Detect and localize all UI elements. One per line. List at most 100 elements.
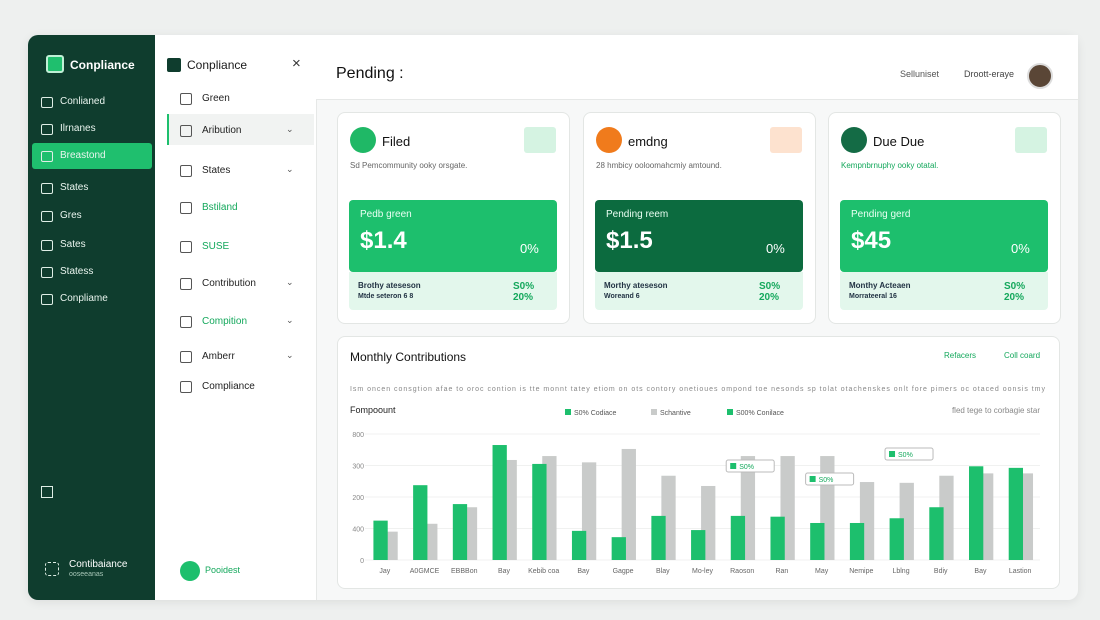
nav-icon bbox=[41, 97, 53, 108]
amount-box bbox=[840, 200, 1048, 272]
nav-icon bbox=[41, 267, 53, 278]
bar bbox=[730, 515, 746, 560]
page-title: Pending : bbox=[336, 65, 404, 82]
close[interactable]: × bbox=[292, 55, 301, 72]
subnav-item[interactable]: Compition bbox=[202, 316, 248, 327]
card-icon bbox=[350, 127, 376, 153]
bar bbox=[849, 522, 865, 560]
card-subtitle: Kempnbrnuphy ooky otatal. bbox=[841, 161, 939, 170]
foot-value: 20% bbox=[1004, 292, 1025, 303]
annotation: S0% bbox=[739, 464, 754, 471]
nav-item[interactable]: Sates bbox=[60, 239, 86, 250]
subnav-item[interactable]: Green bbox=[202, 93, 230, 104]
bar bbox=[571, 530, 587, 560]
x-tick-label: Raoson bbox=[730, 568, 754, 575]
foot-value: 20% bbox=[759, 292, 780, 303]
subnav-item[interactable]: States bbox=[202, 165, 231, 176]
y-tick-label: 0 bbox=[360, 558, 364, 565]
y-tick-label: 800 bbox=[352, 432, 364, 439]
x-tick-label: Blay bbox=[656, 568, 670, 575]
card-icon bbox=[596, 127, 622, 153]
subnav-icon bbox=[180, 351, 192, 363]
bar bbox=[1008, 467, 1024, 560]
card-badge bbox=[524, 127, 556, 153]
subnav-item[interactable]: Contribution bbox=[202, 278, 256, 289]
header-link[interactable]: Droott-eraye bbox=[964, 69, 1015, 79]
x-tick-label: EBBBon bbox=[451, 568, 478, 575]
nav-item[interactable]: Statess bbox=[60, 266, 94, 277]
x-tick-label: Bay bbox=[498, 568, 511, 575]
x-tick-label: Nemipe bbox=[849, 568, 873, 575]
amount: $45 bbox=[851, 227, 892, 254]
card-foot bbox=[840, 272, 1048, 310]
legend-label: Schantive bbox=[660, 410, 691, 417]
box-label: Pending reem bbox=[606, 209, 669, 220]
bar bbox=[452, 504, 468, 560]
subnav-icon bbox=[180, 241, 192, 253]
foot-value: S0% bbox=[759, 281, 781, 292]
bar bbox=[373, 520, 388, 560]
subnav-icon bbox=[167, 58, 181, 72]
subnav-item[interactable]: Amberr bbox=[202, 351, 235, 362]
legend-label: S0% Codiace bbox=[574, 410, 617, 417]
nav-item[interactable]: Conlianed bbox=[60, 96, 106, 107]
x-tick-label: Kebib coa bbox=[528, 568, 559, 575]
x-tick-label: Bay bbox=[577, 568, 590, 575]
x-tick-label: Mo-ley bbox=[692, 568, 714, 575]
nav-item[interactable]: Conpliame bbox=[60, 293, 108, 304]
nav-icon bbox=[41, 151, 53, 162]
card-subtitle: Sd Pemcommunity ooky orsgate. bbox=[350, 161, 468, 170]
x-tick-label: Lblng bbox=[892, 568, 909, 575]
legend-label: S00% Conilace bbox=[736, 410, 784, 417]
card-icon bbox=[841, 127, 867, 153]
foot-text: Brothy ateseson bbox=[358, 281, 421, 290]
card-badge bbox=[1015, 127, 1047, 153]
footer-sub: ooseeanas bbox=[69, 571, 104, 578]
bar bbox=[621, 448, 636, 560]
footer-icon bbox=[45, 562, 59, 576]
brand: Conpliance bbox=[70, 58, 135, 72]
amount: $1.5 bbox=[606, 227, 653, 254]
header-link[interactable]: Selluniset bbox=[900, 69, 940, 79]
subnav-title: Conpliance bbox=[187, 58, 248, 72]
nav-icon bbox=[41, 124, 53, 135]
y-tick-label: 400 bbox=[352, 527, 364, 534]
card-title: emdng bbox=[628, 134, 668, 149]
foot-text: Morthy ateseson bbox=[604, 281, 668, 290]
bar bbox=[413, 485, 428, 560]
footer-title: Contibaiance bbox=[69, 559, 128, 570]
sidebar bbox=[28, 35, 155, 600]
foot-value: 20% bbox=[513, 292, 534, 303]
subnav-item[interactable]: Bstiland bbox=[202, 202, 238, 213]
bar bbox=[691, 530, 706, 560]
nav-item[interactable]: Gres bbox=[60, 210, 82, 221]
chevron: ⌄ bbox=[286, 124, 294, 134]
annotation: S0% bbox=[819, 477, 834, 484]
nav-item[interactable]: States bbox=[60, 182, 89, 193]
nav-item[interactable]: Ilrnanes bbox=[60, 123, 96, 134]
brand-icon bbox=[46, 55, 64, 73]
nav-icon bbox=[41, 486, 53, 498]
annotation: S0% bbox=[898, 452, 913, 459]
subnav-icon bbox=[180, 278, 192, 290]
subnav-footer: Pooidest bbox=[205, 565, 241, 575]
card-title: Due Due bbox=[873, 134, 925, 149]
annotation-swatch bbox=[730, 463, 737, 469]
subnav-icon bbox=[180, 165, 192, 177]
chart-action: Coll coard bbox=[1004, 351, 1040, 360]
avatar[interactable] bbox=[1027, 63, 1053, 89]
annotation-box bbox=[725, 459, 775, 473]
subnav-item[interactable]: SUSE bbox=[202, 241, 230, 252]
legend-swatch bbox=[651, 409, 657, 415]
subnav-item[interactable]: Aribution bbox=[202, 125, 242, 136]
bar bbox=[929, 507, 944, 560]
x-tick-label: Bdiy bbox=[934, 568, 948, 575]
chart-action: Refacers bbox=[944, 351, 976, 360]
y-tick-label: 300 bbox=[352, 464, 364, 471]
nav-item[interactable]: Breastond bbox=[60, 150, 106, 161]
card-title: Filed bbox=[382, 134, 411, 149]
percent: 0% bbox=[520, 241, 539, 256]
bar bbox=[611, 537, 626, 560]
subnav-item[interactable]: Compliance bbox=[202, 381, 255, 392]
